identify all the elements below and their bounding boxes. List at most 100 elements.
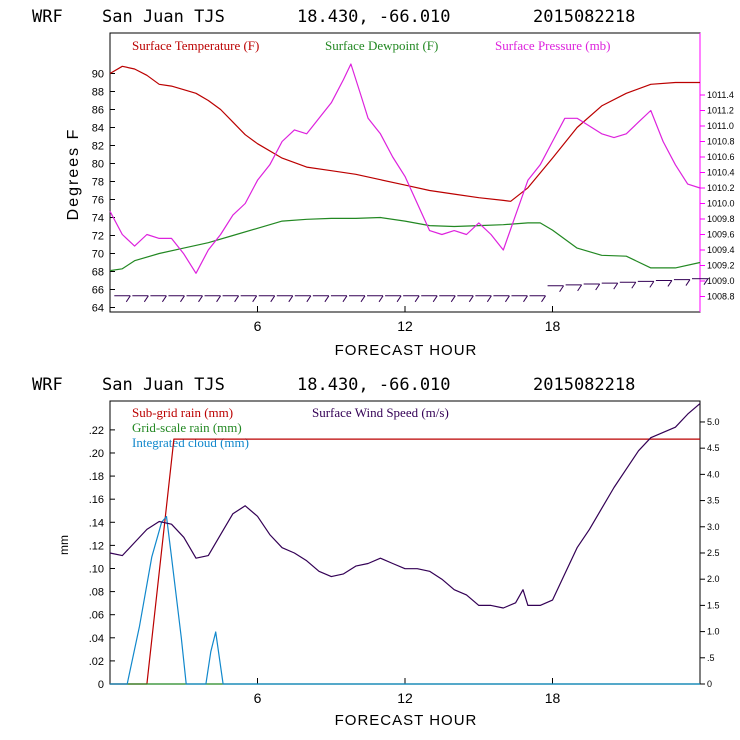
y-right-tick-label: 1008.8 (707, 292, 735, 302)
panel1-y-axis-label: Degrees F (65, 128, 82, 221)
y-right-tick-label: 1011.0 (707, 121, 734, 131)
y-tick-label: 64 (92, 303, 104, 315)
panel2-x-ticks: 6 12 18 (254, 678, 561, 706)
y-tick-label: 80 (92, 159, 104, 171)
y-tick-label: 0 (98, 679, 104, 691)
panel2-y-ticks-left: 0 .02 .04 .06 .08 .10 .12 .14 .16 .18 .20 .22 (89, 425, 115, 691)
panel1-header-coords: 18.430, -66.010 (297, 7, 451, 27)
panel1-legend-dewpoint: Surface Dewpoint (F) (325, 38, 438, 53)
series-line-surface-dewpoint-f (109, 216, 701, 272)
x-tick-label: 12 (397, 690, 413, 706)
y-right-tick-label: 1010.4 (707, 168, 735, 178)
panel1-legend-temperature: Surface Temperature (F) (132, 38, 259, 53)
panel2-header-station: San Juan TJS (102, 375, 225, 395)
series-line-surface-pressure-mb (109, 63, 701, 274)
y-tick-label: .20 (89, 448, 104, 460)
panel1-header-model: WRF (32, 7, 63, 27)
panel1-x-axis-label: FORECAST HOUR (335, 342, 478, 359)
panel1-legend-pressure: Surface Pressure (mb) (495, 38, 611, 53)
x-tick-label: 6 (254, 318, 262, 334)
y-right-tick-label: 5.0 (707, 417, 720, 427)
y-tick-label: .18 (89, 471, 104, 483)
panel2-series-lines (109, 403, 701, 685)
wind-barb-flag (685, 279, 691, 286)
y-tick-label: 66 (92, 285, 104, 297)
wind-barb-flag (468, 295, 474, 303)
series-line-sub-grid-rain-mm (110, 438, 700, 685)
y-right-tick-label: 0 (707, 679, 712, 689)
wind-barb-flag (306, 295, 312, 303)
y-tick-label: 70 (92, 249, 104, 261)
wind-barb-flag (649, 281, 655, 288)
wind-barb-flag (541, 295, 546, 303)
wind-barb-flag (125, 295, 131, 303)
wind-barb-flag (396, 295, 402, 303)
wind-barb-flag (198, 295, 203, 303)
y-tick-label: 88 (92, 87, 104, 99)
panel2-y-axis-label: mm (57, 535, 71, 555)
y-right-tick-label: 1010.0 (707, 199, 735, 209)
panel2-legend-gridscale-rain: Grid-scale rain (mm) (132, 420, 242, 435)
y-tick-label: .16 (89, 494, 104, 506)
wind-barb-flag (324, 295, 330, 303)
y-tick-label: 78 (92, 177, 104, 189)
panel-precipitation: WRF San Juan TJS 18.430, -66.010 2015082… (32, 375, 720, 729)
panel2-header-model: WRF (32, 375, 63, 395)
wind-barb-flag (414, 295, 420, 303)
panel1-y-ticks-right: 1008.8 1009.0 1009.2 1009.4 1009.6 1009.8 1010… (700, 90, 735, 302)
wind-barb-flag (577, 284, 583, 292)
panel1-wind-barbs (114, 278, 709, 303)
y-right-tick-label: 1009.4 (707, 245, 735, 255)
wind-barb-flag (252, 295, 258, 303)
wind-barb-flag (450, 295, 456, 303)
y-right-tick-label: 1011.4 (707, 90, 734, 100)
wind-barb-flag (486, 295, 492, 303)
y-right-tick-label: 1009.6 (707, 230, 735, 240)
y-tick-label: .08 (89, 587, 104, 599)
y-right-tick-label: 1.0 (707, 627, 720, 637)
wind-barb-flag (504, 295, 510, 303)
y-right-tick-label: 1010.8 (707, 137, 735, 147)
y-tick-label: .14 (89, 517, 104, 529)
y-right-tick-label: 1.5 (707, 600, 720, 610)
wind-barb-flag (360, 295, 366, 303)
series-line-integrated-cloud-mm (110, 515, 700, 685)
wind-barb-flag (216, 295, 221, 303)
y-right-tick-label: 1009.8 (707, 214, 735, 224)
y-right-tick-label: 1009.2 (707, 261, 735, 271)
x-tick-label: 12 (397, 318, 413, 334)
panel1-x-ticks: 6 12 18 (254, 306, 560, 334)
wind-barb-flag (703, 278, 709, 285)
y-tick-label: .22 (89, 425, 104, 437)
panel2-legend-subgrid-rain: Sub-grid rain (mm) (132, 405, 233, 420)
wind-barb-flag (667, 280, 673, 287)
y-right-tick-label: 1009.0 (707, 276, 735, 286)
x-tick-label: 6 (254, 690, 262, 706)
panel2-header-coords: 18.430, -66.010 (297, 375, 451, 395)
wind-barb-flag (631, 281, 637, 289)
y-right-tick-label: .5 (707, 653, 715, 663)
y-right-tick-label: 2.0 (707, 574, 720, 584)
panel1-plot-frame (109, 32, 701, 313)
wind-barb-flag (161, 295, 167, 303)
y-right-tick-label: 1011.2 (707, 106, 734, 116)
panel2-legend-integrated-cloud: Integrated cloud (mm) (132, 435, 249, 450)
panel2-legend-wind-speed: Surface Wind Speed (m/s) (312, 405, 449, 420)
y-tick-label: 84 (92, 123, 104, 135)
y-tick-label: 86 (92, 105, 104, 117)
y-tick-label: .10 (89, 563, 104, 575)
y-tick-label: 76 (92, 195, 104, 207)
y-right-tick-label: 2.5 (707, 548, 720, 558)
wind-barb-flag (613, 282, 619, 290)
panel-temperature: WRF San Juan TJS 18.430, -66.010 2015082… (32, 7, 735, 359)
y-right-tick-label: 3.5 (707, 496, 720, 506)
y-tick-label: .12 (89, 540, 104, 552)
panel1-header-run: 2015082218 (533, 7, 635, 27)
y-right-tick-label: 4.5 (707, 443, 720, 453)
x-tick-label: 18 (545, 690, 561, 706)
wind-barb-flag (180, 295, 185, 303)
y-right-tick-label: 4.0 (707, 469, 720, 479)
wind-barb-flag (595, 283, 601, 291)
panel1-header-station: San Juan TJS (102, 7, 225, 27)
